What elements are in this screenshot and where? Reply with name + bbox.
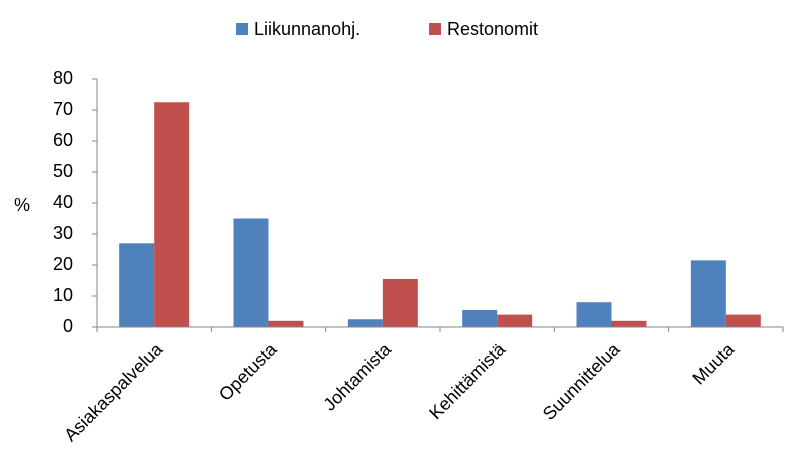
bar: [497, 314, 533, 327]
y-tick-label: 70: [53, 99, 73, 119]
x-tick-label: Asiakaspalvelua: [60, 338, 167, 445]
bar: [119, 243, 155, 327]
x-tick-label: Muuta: [689, 338, 739, 388]
y-axis-label: %: [14, 195, 30, 215]
x-tick-label: Opetusta: [215, 338, 281, 404]
bar: [347, 319, 383, 327]
legend-label: Restonomit: [447, 19, 538, 39]
y-tick-label: 50: [53, 161, 73, 181]
bar: [268, 320, 304, 327]
y-tick-label: 0: [63, 316, 73, 336]
bar: [462, 309, 498, 327]
x-tick-label: Suunnittelua: [539, 338, 625, 424]
y-tick-label: 10: [53, 285, 73, 305]
legend-swatch: [429, 23, 441, 35]
legend-label: Liikunnanohj.: [254, 19, 360, 39]
x-tick-label: Kehittämistä: [425, 338, 510, 423]
y-tick-label: 80: [53, 68, 73, 88]
y-tick-label: 40: [53, 192, 73, 212]
legend-swatch: [236, 23, 248, 35]
bar: [576, 302, 612, 327]
bar: [154, 102, 190, 327]
y-tick-label: 30: [53, 223, 73, 243]
bar: [725, 314, 761, 327]
x-tick-label: Johtamista: [319, 338, 395, 414]
bar: [382, 278, 418, 327]
bar: [233, 218, 269, 327]
y-tick-label: 60: [53, 130, 73, 150]
bar: [690, 260, 726, 327]
bar: [611, 320, 647, 327]
y-tick-label: 20: [53, 254, 73, 274]
